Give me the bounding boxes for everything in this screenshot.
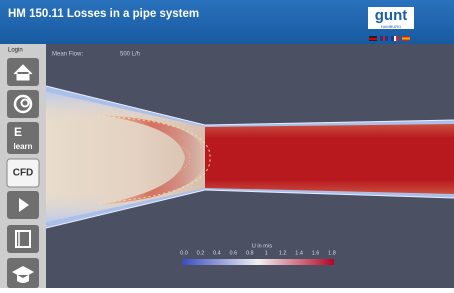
course-button[interactable]: [7, 258, 39, 288]
cfd-button[interactable]: CFD: [7, 159, 39, 187]
flow-value: 500 L/h: [120, 52, 140, 58]
app-title: HM 150.11 Losses in a pipe system: [8, 8, 199, 20]
colorbar-tick-label: 0.4: [213, 250, 221, 256]
login-link[interactable]: Login: [8, 48, 23, 54]
colorbar-tick-label: 1.8: [328, 250, 336, 256]
elearn-word: learn: [13, 142, 32, 151]
colorbar-tick-label: 0.6: [230, 250, 238, 256]
colorbar: [182, 259, 334, 265]
colorbar-tick-label: 0.0: [180, 250, 188, 256]
colorbar-title: U in m/s: [252, 243, 272, 249]
colorbar-tick-label: 0.8: [246, 250, 254, 256]
play-button[interactable]: [7, 191, 39, 219]
logo: gunt: [375, 7, 407, 24]
flow-label: Mean Flow:: [52, 52, 83, 58]
home-button[interactable]: [7, 58, 39, 86]
colorbar-tick-label: 0.2: [197, 250, 205, 256]
elearn-letter: E: [14, 125, 22, 139]
colorbar-tick-label: 1.4: [295, 250, 303, 256]
elearn-button[interactable]: E learn: [7, 122, 39, 154]
colorbar-tick-label: 1.6: [312, 250, 320, 256]
app-window: HM 150.11 Losses in a pipe system gunt H…: [0, 0, 454, 288]
book-button[interactable]: [7, 225, 39, 253]
cfd-label: CFD: [13, 168, 34, 179]
colorbar-tick-label: 1.2: [279, 250, 287, 256]
logo-sub: HAMBURG: [381, 24, 401, 29]
spiral-button[interactable]: [7, 90, 39, 118]
colorbar-tick-label: 1: [265, 250, 268, 256]
